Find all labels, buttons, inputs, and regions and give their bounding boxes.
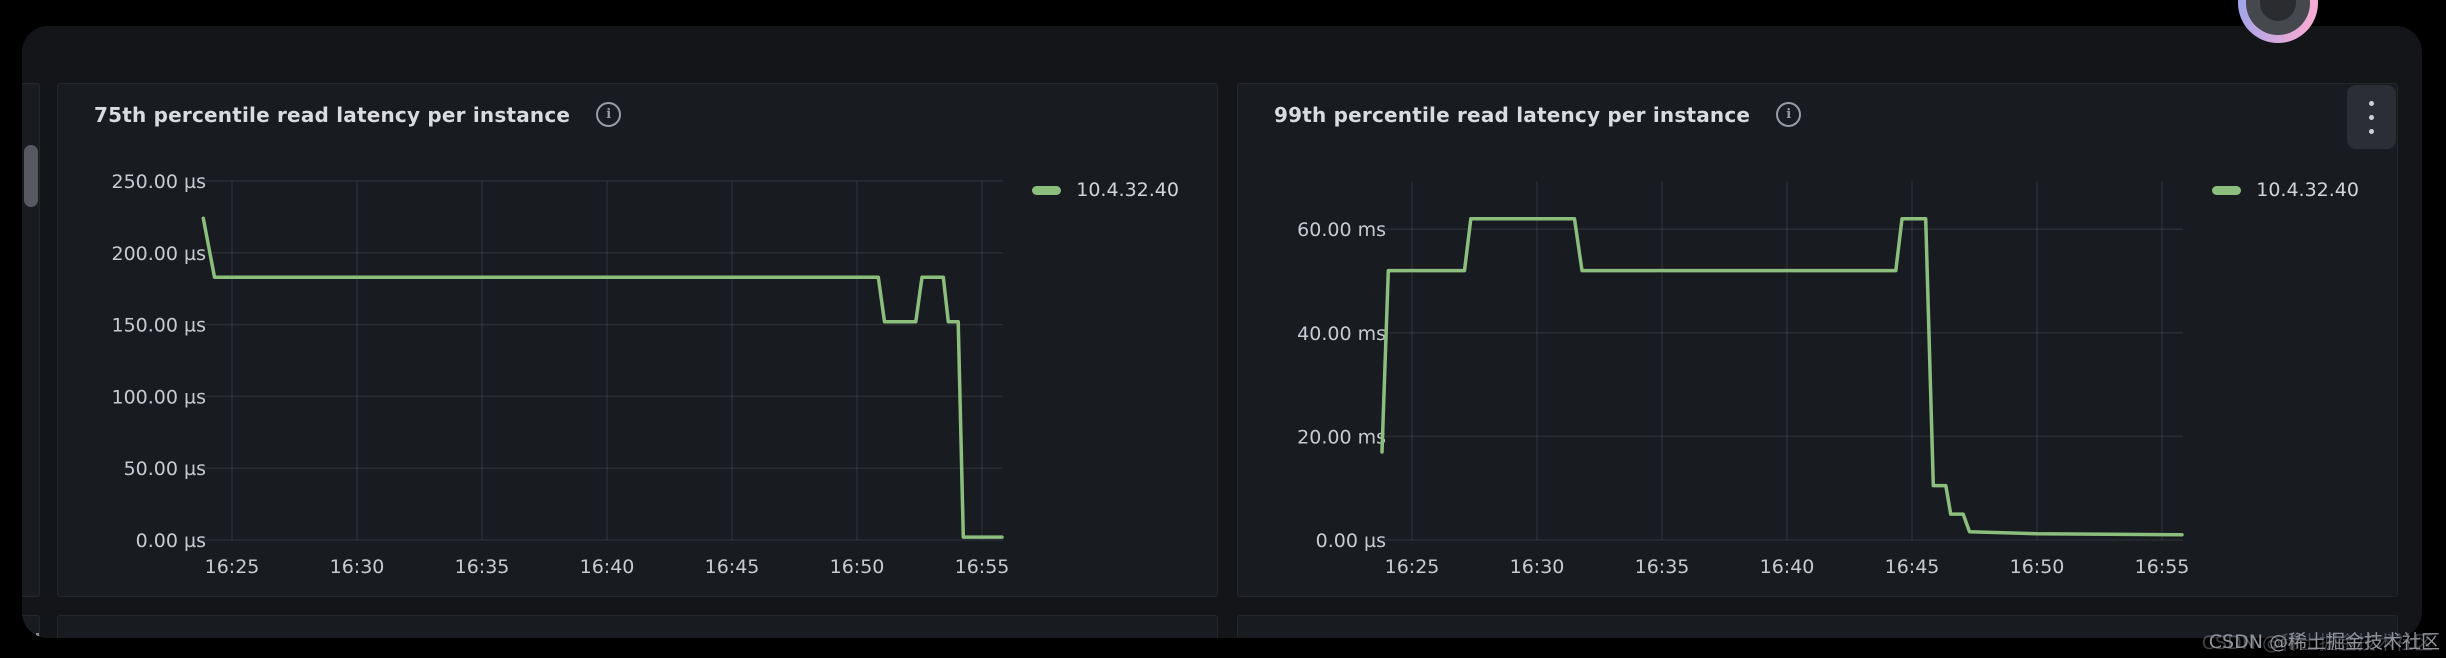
cropped-next-row-panel (22, 615, 40, 638)
panel-header[interactable]: 75th percentile read latency per instanc… (94, 102, 622, 127)
panel-title: 99th percentile read latency per instanc… (1274, 102, 1751, 127)
svg-text:16:45: 16:45 (705, 556, 760, 578)
svg-text:16:25: 16:25 (205, 556, 260, 578)
legend-series-label[interactable]: 10.4.32.40 (2256, 179, 2359, 201)
legend-series-label[interactable]: 10.4.32.40 (1076, 179, 1179, 201)
svg-text:16:35: 16:35 (455, 556, 510, 578)
svg-text:50.00 µs: 50.00 µs (124, 458, 206, 480)
panel-title: 75th percentile read latency per instanc… (94, 102, 571, 127)
kebab-menu-icon (2369, 100, 2374, 106)
latency-chart-75th[interactable]: 16:25 16:30 16:35 16:40 16:45 16:50 16:55 0.00 … (58, 84, 1219, 598)
info-icon[interactable]: i (596, 102, 622, 127)
panel-99th-percentile: 99th percentile read latency per instanc… (1237, 83, 2398, 597)
svg-text:16:55: 16:55 (955, 556, 1010, 578)
next-row-panel-right (1237, 615, 2398, 638)
panel-resize-handle-icon[interactable] (26, 633, 39, 638)
svg-text:0.00 µs: 0.00 µs (1316, 530, 1386, 552)
svg-text:16:35: 16:35 (1635, 556, 1690, 578)
svg-text:16:30: 16:30 (1510, 556, 1565, 578)
svg-text:60.00 ms: 60.00 ms (1297, 219, 1386, 241)
scrollbar-thumb[interactable] (24, 145, 38, 207)
legend-series-color (1032, 185, 1062, 195)
svg-text:250.00 µs: 250.00 µs (111, 171, 206, 193)
panel-menu-button[interactable] (2347, 85, 2396, 149)
legend[interactable]: 10.4.32.40 (1032, 179, 1179, 201)
panel-header[interactable]: 99th percentile read latency per instanc… (1274, 102, 1802, 127)
info-icon[interactable]: i (1776, 102, 1802, 127)
svg-text:0.00 µs: 0.00 µs (136, 530, 206, 552)
svg-text:100.00 µs: 100.00 µs (111, 386, 206, 408)
svg-text:16:30: 16:30 (330, 556, 385, 578)
svg-text:40.00 ms: 40.00 ms (1297, 323, 1386, 345)
svg-text:16:45: 16:45 (1885, 556, 1940, 578)
svg-text:16:50: 16:50 (830, 556, 885, 578)
svg-text:20.00 ms: 20.00 ms (1297, 426, 1386, 448)
latency-chart-99th[interactable]: 16:25 16:30 16:35 16:40 16:45 16:50 16:55 0.00 … (1238, 84, 2399, 598)
cropped-left-panel (22, 83, 40, 638)
panel-75th-percentile: 75th percentile read latency per instanc… (57, 83, 1218, 597)
svg-text:16:40: 16:40 (1760, 556, 1815, 578)
svg-text:16:40: 16:40 (580, 556, 635, 578)
legend[interactable]: 10.4.32.40 (2212, 179, 2359, 201)
svg-text:200.00 µs: 200.00 µs (111, 243, 206, 265)
svg-text:16:50: 16:50 (2010, 556, 2065, 578)
dashboard-container: 75th percentile read latency per instanc… (22, 26, 2422, 638)
legend-series-color (2212, 185, 2242, 195)
svg-text:16:25: 16:25 (1385, 556, 1440, 578)
avatar-image (2246, 0, 2310, 35)
watermark: CSDN @稀土掘金技术社区 (2208, 631, 2440, 653)
user-avatar[interactable] (2238, 0, 2318, 43)
svg-text:16:55: 16:55 (2135, 556, 2190, 578)
svg-text:150.00 µs: 150.00 µs (111, 315, 206, 337)
next-row-panel-left (57, 615, 1218, 638)
